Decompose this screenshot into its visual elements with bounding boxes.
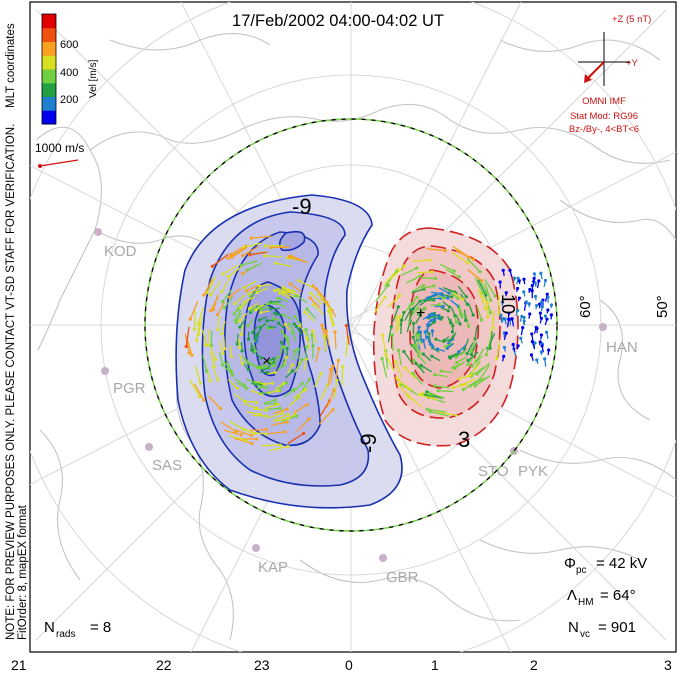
map-title: 17/Feb/2002 04:00-04:02 UT	[232, 12, 444, 30]
svg-text:HM: HM	[578, 597, 594, 608]
imf-y-label: +Y	[626, 58, 639, 69]
stat-phi-pc: Φ pc = 42 kV	[564, 555, 647, 576]
potential-min-marker: ×	[262, 353, 271, 370]
velocity-colorbar	[41, 13, 57, 125]
station-label-sto: STO	[478, 463, 509, 480]
colorbar-tick-200: 200	[60, 94, 78, 106]
station-label-kap: KAP	[258, 559, 288, 576]
svg-text:Λ: Λ	[567, 587, 577, 604]
contour-label-pos: 3	[458, 427, 470, 452]
latitude-label-60: 60°	[577, 295, 594, 318]
mlt-tick-0: 0	[345, 657, 353, 673]
mlt-tick-3: 3	[664, 657, 672, 673]
svg-text:= 8: = 8	[90, 619, 111, 636]
svg-text:Φ: Φ	[564, 555, 576, 572]
colorbar-swatch	[42, 82, 56, 97]
colorbar-swatch	[42, 69, 56, 84]
station-label-pyk: PYK	[518, 463, 548, 480]
scale-vector-label: 1000 m/s	[35, 141, 84, 155]
colorbar-swatch	[42, 55, 56, 70]
imf-source: OMNI IMF	[582, 96, 626, 107]
svg-text:rads: rads	[56, 629, 75, 640]
svg-text:= 64°: = 64°	[600, 587, 636, 604]
stat-lambda-hm: Λ HM = 64°	[567, 587, 636, 608]
colorbar-swatch	[42, 27, 56, 42]
mlt-tick-2: 2	[530, 657, 538, 673]
mlt-tick-1: 1	[431, 657, 439, 673]
svg-text:pc: pc	[576, 565, 587, 576]
mlt-tick-22: 22	[156, 657, 172, 673]
contour-label-pos2: 10	[498, 294, 518, 314]
svg-text:= 42 kV: = 42 kV	[596, 555, 647, 572]
colorbar-tick-400: 400	[60, 67, 78, 79]
contour-label-neg2: -9	[356, 433, 381, 453]
preview-note: NOTE: FOR PREVIEW PURPOSES ONLY. PLEASE …	[5, 124, 17, 640]
colorbar-swatch	[42, 110, 56, 125]
svg-text:= 901: = 901	[598, 619, 636, 636]
latitude-label-50: 50°	[654, 295, 671, 318]
stat-nvc: N vc = 901	[568, 619, 636, 640]
imf-model-line2: Bz-/By-, 4<BT<6	[569, 124, 639, 135]
imf-dial	[578, 32, 630, 86]
mlt-tick-21: 21	[11, 657, 27, 673]
mlt-tick-23: 23	[254, 657, 270, 673]
colorbar-tick-600: 600	[60, 39, 78, 51]
station-label-pgr: PGR	[113, 380, 146, 397]
coordinates-label: MLT coordinates	[5, 23, 17, 108]
svg-text:N: N	[44, 619, 55, 636]
velocity-vectors	[184, 235, 554, 452]
svg-text:N: N	[568, 619, 579, 636]
colorbar-swatch	[42, 14, 56, 29]
imf-model-line1: Stat Mod: RG96	[570, 111, 638, 122]
potential-max-marker: +	[416, 305, 425, 322]
station-label-sas: SAS	[152, 457, 182, 474]
svg-text:vc: vc	[580, 629, 590, 640]
station-label-gbr: GBR	[386, 569, 419, 586]
imf-z-label: +Z (5 nT)	[612, 14, 651, 25]
colorbar-label: Vel [m/s]	[88, 59, 99, 98]
contour-label-neg: -9	[292, 194, 312, 219]
station-label-han: HAN	[606, 339, 638, 356]
stat-nrads: N rads = 8	[44, 619, 111, 640]
scale-vector	[39, 159, 79, 167]
fit-order-note: FitOrder: 8, mapEX format	[17, 504, 29, 640]
colorbar-swatch	[42, 41, 56, 56]
colorbar-swatch	[42, 96, 56, 111]
station-label-kod: KOD	[104, 243, 137, 260]
